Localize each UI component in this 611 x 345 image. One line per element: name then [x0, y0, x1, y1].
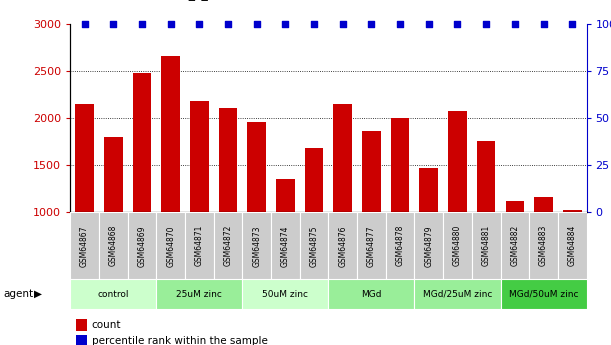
Text: GSM64880: GSM64880 [453, 225, 462, 266]
Text: GSM64877: GSM64877 [367, 225, 376, 267]
Bar [357, 212, 386, 279]
Point [194, 21, 204, 27]
Point [395, 21, 405, 27]
Point [166, 21, 175, 27]
Bar [443, 212, 472, 279]
Bar [219, 108, 237, 212]
Point [367, 21, 376, 27]
Bar [386, 212, 414, 279]
Text: 25uM zinc: 25uM zinc [177, 289, 222, 299]
Bar [500, 279, 587, 309]
Point [79, 21, 89, 27]
Bar [190, 101, 209, 212]
Text: GSM64876: GSM64876 [338, 225, 347, 267]
Text: GSM64874: GSM64874 [281, 225, 290, 267]
Bar [70, 279, 156, 309]
Text: GSM64873: GSM64873 [252, 225, 262, 267]
Bar [247, 122, 266, 212]
Text: agent: agent [3, 289, 33, 299]
Bar [104, 137, 123, 212]
Bar [414, 212, 443, 279]
Bar [70, 212, 99, 279]
Text: MGd/50uM zinc: MGd/50uM zinc [509, 289, 578, 299]
Text: GSM64870: GSM64870 [166, 225, 175, 267]
Bar [99, 212, 128, 279]
Bar [156, 279, 243, 309]
Bar [505, 201, 524, 212]
Text: GSM64869: GSM64869 [137, 225, 147, 267]
Bar [420, 168, 438, 212]
Point [338, 21, 348, 27]
Point [481, 21, 491, 27]
Point [137, 21, 147, 27]
Bar [300, 212, 329, 279]
Text: percentile rank within the sample: percentile rank within the sample [92, 336, 268, 345]
Bar [477, 141, 496, 212]
Bar [75, 104, 94, 212]
Bar [276, 179, 295, 212]
Text: GSM64867: GSM64867 [80, 225, 89, 267]
Bar [128, 212, 156, 279]
Text: GSM64875: GSM64875 [310, 225, 318, 267]
Point [223, 21, 233, 27]
Text: GSM64878: GSM64878 [395, 225, 404, 266]
Bar [329, 212, 357, 279]
Bar [563, 210, 582, 212]
Bar [558, 212, 587, 279]
Text: control: control [98, 289, 129, 299]
Bar [414, 279, 500, 309]
Bar [156, 212, 185, 279]
Bar [500, 212, 529, 279]
Bar [243, 212, 271, 279]
Text: ▶: ▶ [34, 289, 42, 299]
Bar [529, 212, 558, 279]
Text: GSM64882: GSM64882 [510, 225, 519, 266]
Point [108, 21, 118, 27]
Bar [305, 148, 323, 212]
Point [568, 21, 577, 27]
Text: 50uM zinc: 50uM zinc [262, 289, 309, 299]
Bar [329, 279, 414, 309]
Text: GSM64879: GSM64879 [424, 225, 433, 267]
Bar [161, 56, 180, 212]
Bar [472, 212, 500, 279]
Bar [534, 197, 553, 212]
Text: GSM64872: GSM64872 [224, 225, 233, 266]
Point [252, 21, 262, 27]
Bar [214, 212, 243, 279]
Bar [391, 118, 409, 212]
Text: GSM64884: GSM64884 [568, 225, 577, 266]
Text: GSM64883: GSM64883 [539, 225, 548, 266]
Point [453, 21, 463, 27]
Point [280, 21, 290, 27]
Text: GSM64881: GSM64881 [481, 225, 491, 266]
Bar [448, 111, 467, 212]
Bar [271, 212, 300, 279]
Text: GSM64871: GSM64871 [195, 225, 204, 266]
Bar [362, 131, 381, 212]
Text: GSM64868: GSM64868 [109, 225, 118, 266]
Text: count: count [92, 321, 121, 330]
Bar [334, 104, 352, 212]
Point [510, 21, 520, 27]
Bar [243, 279, 328, 309]
Text: MGd: MGd [361, 289, 382, 299]
Point [424, 21, 434, 27]
Bar [133, 73, 152, 212]
Point [539, 21, 549, 27]
Bar [185, 212, 214, 279]
Point [309, 21, 319, 27]
Text: MGd/25uM zinc: MGd/25uM zinc [423, 289, 492, 299]
